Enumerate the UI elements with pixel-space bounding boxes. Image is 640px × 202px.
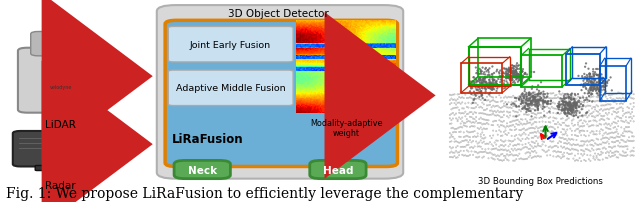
Text: Joint Early Fusion: Joint Early Fusion [190, 40, 271, 49]
Text: Modality-adaptive
weight: Modality-adaptive weight [310, 118, 383, 138]
FancyBboxPatch shape [52, 40, 68, 46]
Text: velodyne: velodyne [50, 84, 72, 89]
Text: Adaptive Middle Fusion: Adaptive Middle Fusion [175, 84, 285, 93]
FancyBboxPatch shape [168, 27, 293, 63]
FancyBboxPatch shape [35, 166, 64, 171]
Text: 3D Bounding Box Predictions: 3D Bounding Box Predictions [478, 176, 604, 185]
FancyBboxPatch shape [13, 131, 112, 167]
FancyBboxPatch shape [44, 37, 79, 48]
Text: LiRaFusion: LiRaFusion [172, 132, 243, 145]
FancyBboxPatch shape [165, 21, 397, 167]
FancyBboxPatch shape [168, 71, 293, 106]
Text: 3D Object Detector: 3D Object Detector [228, 9, 329, 19]
FancyBboxPatch shape [310, 161, 366, 179]
Text: Head: Head [323, 165, 353, 175]
Text: Fig. 1: We propose LiRaFusion to efficiently leverage the complementary: Fig. 1: We propose LiRaFusion to efficie… [6, 186, 524, 200]
Text: LiDAR: LiDAR [45, 119, 76, 129]
Text: Neck: Neck [188, 165, 217, 175]
FancyBboxPatch shape [174, 161, 230, 179]
Text: Radar: Radar [45, 180, 76, 190]
FancyBboxPatch shape [18, 48, 104, 113]
FancyBboxPatch shape [31, 32, 92, 57]
FancyBboxPatch shape [157, 6, 403, 179]
